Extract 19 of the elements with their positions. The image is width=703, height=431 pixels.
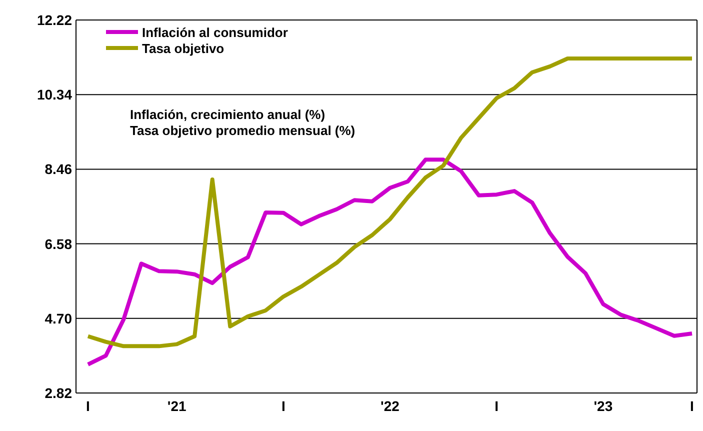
annotation: Inflación, crecimiento anual (%) <box>130 107 326 122</box>
x-tick-label: I <box>494 398 499 414</box>
x-tick-label: I <box>281 398 286 414</box>
x-tick-label: '21 <box>167 398 186 414</box>
y-tick-label: 6.58 <box>44 236 72 252</box>
annotation: Tasa objetivo promedio mensual (%) <box>130 123 356 138</box>
x-tick-label: '22 <box>380 398 400 414</box>
y-tick-label: 10.34 <box>36 86 72 103</box>
x-tick-label: I <box>690 398 694 414</box>
line-series <box>86 158 694 366</box>
y-tick-label: 8.46 <box>44 161 72 178</box>
x-tick-label: I <box>86 398 90 414</box>
y-tick-label: 4.70 <box>44 310 72 326</box>
legend-label: Inflación al consumidor <box>142 25 288 40</box>
y-tick-label: 12.22 <box>36 12 72 28</box>
y-tick-label: 2.82 <box>44 385 72 401</box>
line-series <box>86 56 694 348</box>
x-tick-label: '23 <box>594 398 613 414</box>
legend-label: Tasa objetivo <box>142 41 224 56</box>
